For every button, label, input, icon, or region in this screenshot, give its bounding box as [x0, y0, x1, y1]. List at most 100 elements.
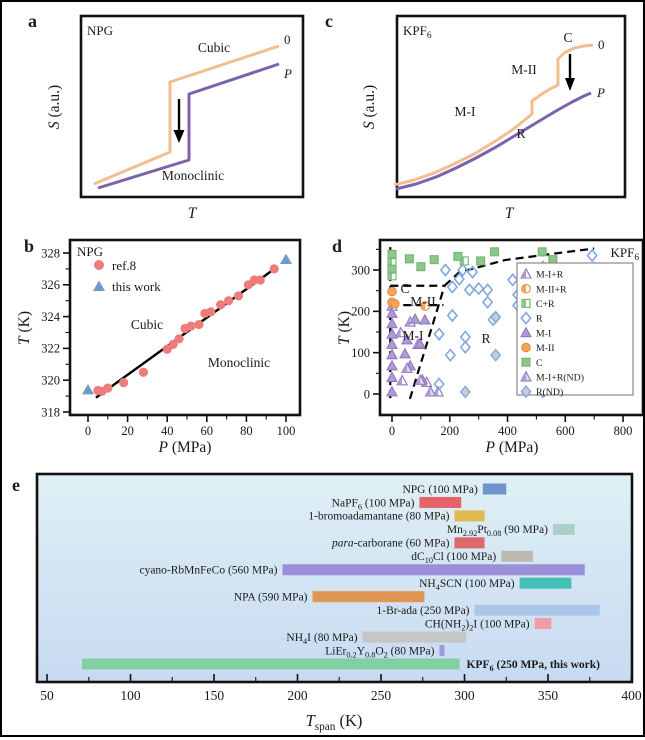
- range-bar: [82, 658, 460, 670]
- x-axis-label-b: P (MPa): [158, 439, 212, 456]
- x-tick-label: 400: [621, 688, 642, 703]
- x-axis-label-e: Tspan (K): [306, 711, 363, 733]
- bar-label-part: para: [331, 538, 354, 550]
- panel-letter-c: c: [325, 11, 333, 31]
- ref8-point: [186, 321, 196, 331]
- range-bar: [312, 591, 425, 603]
- range-bar: [553, 523, 575, 535]
- marker-diamond-open: [481, 283, 494, 297]
- bar-label-part: Mn: [447, 524, 463, 536]
- phase-label-cubic-b: Cubic: [131, 317, 163, 332]
- bar-label-part: 2: [461, 623, 465, 632]
- ref8-point: [269, 264, 279, 274]
- x-tick-label: 250: [371, 688, 392, 703]
- bar-label-part: NPA (590 MPa): [234, 591, 308, 603]
- x-tick-label: 150: [204, 688, 225, 703]
- marker-diamond-open: [453, 272, 465, 286]
- material-label-d: KPF6: [610, 245, 639, 263]
- legend-box: [516, 262, 634, 396]
- ref8-point: [233, 291, 244, 301]
- transition-arrow-c: [565, 54, 575, 91]
- range-bar: [454, 537, 485, 549]
- x-tick-label: 200: [440, 424, 459, 438]
- curve-label-pressure-a: P: [283, 66, 292, 81]
- marker-triangle: [386, 359, 398, 371]
- marker-diamond-open: [446, 308, 459, 323]
- marker-triangle: [386, 371, 398, 382]
- x-axis-label-d: P (MPa): [485, 439, 539, 456]
- marker-square: [404, 254, 414, 264]
- legend-label-ref8: ref.8: [112, 258, 136, 273]
- bar-label-part: I (100 MPa): [473, 618, 529, 630]
- panel-d-phase-boundaries: [389, 246, 595, 400]
- range-bar: [282, 564, 585, 576]
- marker-triangle-half-fill: [387, 301, 392, 311]
- marker-circle-half-fill: [420, 301, 426, 311]
- material-label-a: NPG: [87, 23, 113, 38]
- bar-label-part: ): [465, 618, 469, 630]
- range-bar: [439, 645, 445, 657]
- y-tick-label: 322: [41, 342, 60, 356]
- legend-label-thiswork: this work: [112, 279, 161, 294]
- bar-label-part: cyano-RbMnFeCo (560 MPa): [139, 565, 277, 577]
- legend-label: M-I: [536, 328, 551, 339]
- bar-label-part: NaPF: [332, 497, 358, 509]
- marker-triangle: [414, 337, 426, 349]
- ref8-point: [174, 334, 184, 344]
- panel-d-ticks: 0 200 400 600 800 0 100 200 300: [351, 248, 632, 438]
- marker-triangle-half-fill: [395, 327, 401, 337]
- marker-diamond-open: [433, 377, 445, 391]
- panel-b-data-points: [82, 253, 292, 399]
- marker-diamond-gray: [490, 348, 502, 362]
- bar-label-part: 2: [469, 623, 473, 632]
- bar-label: NH4SCN (100 MPa): [419, 578, 515, 592]
- marker-triangle-half-gray-fill: [402, 363, 408, 373]
- x-tick-label: 100: [277, 424, 296, 438]
- legend-label: M-II+R: [536, 284, 567, 295]
- y-tick-label: 320: [41, 374, 60, 388]
- marker-square: [416, 262, 426, 272]
- phase-label-m2-c: M-II: [511, 62, 537, 77]
- legend-label: M-I+R: [536, 270, 564, 281]
- y-axis-label-a: S (a.u.): [46, 85, 63, 129]
- bar-label: 1-bromoadamantane (80 MPa): [308, 511, 449, 523]
- marker-diamond-gray: [520, 385, 532, 399]
- range-bar: [501, 550, 533, 562]
- panel-letter-d: d: [332, 236, 342, 256]
- fit-line: [95, 269, 273, 399]
- marker-triangle: [409, 312, 421, 324]
- bar-label-part: 0.08: [487, 529, 501, 538]
- marker-triangle: [419, 313, 431, 325]
- bar-label-part: Cl (100 MPa): [433, 551, 496, 563]
- bar-label-part: 10: [425, 556, 433, 565]
- marker-circle-half-fill: [521, 284, 526, 293]
- marker-diamond-open: [444, 348, 456, 362]
- phase-label-m2-d: M-II: [410, 294, 436, 309]
- marker-triangle: [386, 307, 398, 318]
- bar-label-part: NH: [419, 578, 436, 590]
- marker-diamond-open: [586, 248, 598, 263]
- marker-diamond-open: [507, 273, 519, 287]
- marker-square: [490, 247, 500, 257]
- x-tick-label: 100: [120, 688, 141, 703]
- y-tick-label: 326: [41, 278, 60, 292]
- panel-letter-b: b: [24, 236, 34, 256]
- x-tick-label: 400: [498, 424, 517, 438]
- bar-label-part: 2: [384, 650, 388, 659]
- marker-circle: [390, 299, 400, 309]
- marker-triangle: [386, 385, 398, 397]
- ref8-point: [206, 307, 216, 317]
- legend-b: ref.8 this work: [93, 258, 161, 294]
- phase-label-monoclinic: Monoclinic: [162, 168, 224, 183]
- transition-arrow-a: [173, 99, 185, 143]
- marker-diamond-open: [463, 283, 476, 297]
- bar-label-part: (250 MPa, this work): [494, 659, 601, 671]
- range-bar: [482, 483, 507, 495]
- y-tick-label: 328: [41, 246, 60, 260]
- x-axis-label-c: T: [505, 205, 515, 222]
- ref8-point: [103, 383, 113, 393]
- marker-diamond-open: [472, 281, 485, 296]
- marker-diamond-open: [439, 263, 452, 277]
